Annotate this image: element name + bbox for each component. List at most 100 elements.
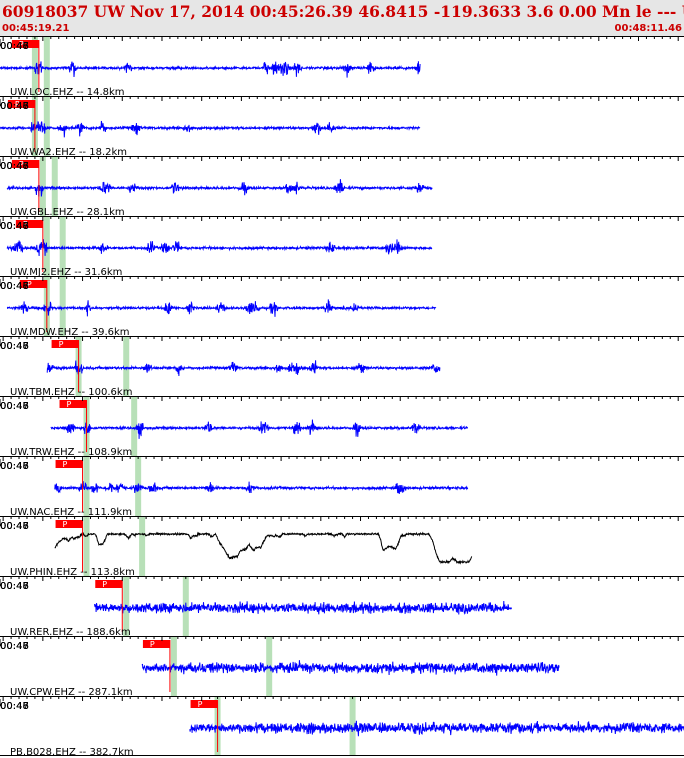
time-mark-label: 00:48 [0, 641, 29, 652]
pick-flag [15, 220, 43, 228]
pick-flag [55, 520, 83, 528]
window-band [123, 336, 130, 396]
time-mark-label: 00:48 [0, 161, 29, 172]
waveform-line [6, 239, 433, 257]
time-mark-label: 00:47 [0, 581, 29, 592]
time-mark-label: 00:46 [0, 641, 29, 652]
window-band [59, 216, 66, 276]
station-label: UW.RER.EHZ -- 188.6km [10, 627, 131, 638]
pick-flag [19, 280, 47, 288]
time-mark-label: 00:46 [0, 461, 29, 472]
window-band [59, 276, 66, 336]
pick-flag [11, 160, 39, 168]
pick-label: P [102, 580, 107, 589]
time-mark-label: 00:47 [0, 461, 29, 472]
pick-flag [95, 580, 123, 588]
waveform-line [0, 61, 421, 78]
window-band [139, 516, 146, 576]
window-band [51, 156, 58, 216]
time-mark-label: 00:47 [0, 341, 29, 352]
window-band [349, 696, 356, 756]
waveform-line [46, 360, 441, 377]
time-mark-label: 00:48 [0, 521, 29, 532]
pick-flag [11, 40, 39, 48]
time-mark-label: 00:47 [0, 161, 29, 172]
time-mark-label: 00:46 [0, 101, 29, 112]
waveform-line [54, 481, 469, 494]
time-mark-label: 00:48 [0, 401, 29, 412]
time-mark-label: 00:48 [0, 41, 29, 52]
time-mark-label: 00:46 [0, 41, 29, 52]
time-mark-label: 00:46 [0, 221, 29, 232]
time-mark-label: 00:47 [0, 641, 29, 652]
station-label: PB.B028.EHZ -- 382.7km [10, 747, 134, 758]
waveform-line [50, 419, 469, 439]
time-mark-label: 00:48 [0, 101, 29, 112]
pick-label: P [198, 700, 203, 709]
waveform-line [6, 299, 437, 317]
pick-flag [7, 100, 35, 108]
time-mark-label: 00:47 [0, 281, 29, 292]
window-band [83, 516, 90, 576]
pick-label: P [15, 100, 20, 109]
pick-label: P [23, 220, 28, 229]
pick-label: P [19, 40, 24, 49]
time-mark-label: 00:48 [0, 341, 29, 352]
waveform-line [141, 660, 560, 676]
time-mark-label: 00:46 [0, 701, 29, 712]
pick-flag [190, 700, 218, 708]
station-label: UW.TBM.EHZ -- 100.6km [10, 387, 132, 398]
station-label: UW.LOC.EHZ -- 14.8km [10, 87, 125, 98]
window-band [39, 156, 46, 216]
window-band [31, 36, 38, 96]
time-mark-label: 00:46 [0, 521, 29, 532]
window-band [43, 96, 50, 156]
pick-label: P [67, 400, 72, 409]
window-band [43, 36, 50, 96]
waveform-line [0, 120, 421, 138]
waveform-line [189, 720, 684, 737]
time-mark-label: 00:47 [0, 221, 29, 232]
time-mark-label: 00:46 [0, 281, 29, 292]
time-mark-label: 00:46 [0, 341, 29, 352]
pick-flag [51, 340, 79, 348]
pick-label: P [27, 280, 32, 289]
waveform-line [6, 179, 433, 197]
waveform-line [94, 600, 512, 615]
time-mark-label: 00:48 [0, 221, 29, 232]
time-mark-label: 00:48 [0, 701, 29, 712]
event-title: 60918037 UW Nov 17, 2014 00:45:26.39 46.… [2, 2, 684, 21]
time-mark-label: 00:48 [0, 461, 29, 472]
time-mark-label: 00:47 [0, 41, 29, 52]
station-label: UW.WA2.EHZ -- 18.2km [10, 147, 127, 158]
time-mark-label: 00:46 [0, 581, 29, 592]
pick-label: P [63, 520, 68, 529]
time-mark-label: 00:47 [0, 521, 29, 532]
pick-label: P [19, 160, 24, 169]
station-label: UW.NAC.EHZ -- 111.9km [10, 507, 132, 518]
waveform-line [54, 531, 473, 565]
start-time: 00:45:19.21 [2, 23, 70, 34]
pick-flag [55, 460, 83, 468]
time-mark-label: 00:47 [0, 101, 29, 112]
pick-flag [142, 640, 170, 648]
pick-label: P [150, 640, 155, 649]
pick-label: P [63, 460, 68, 469]
time-mark-label: 00:47 [0, 401, 29, 412]
time-mark-label: 00:48 [0, 581, 29, 592]
pick-label: P [59, 340, 64, 349]
station-label: UW.MJ2.EHZ -- 31.6km [10, 267, 122, 278]
